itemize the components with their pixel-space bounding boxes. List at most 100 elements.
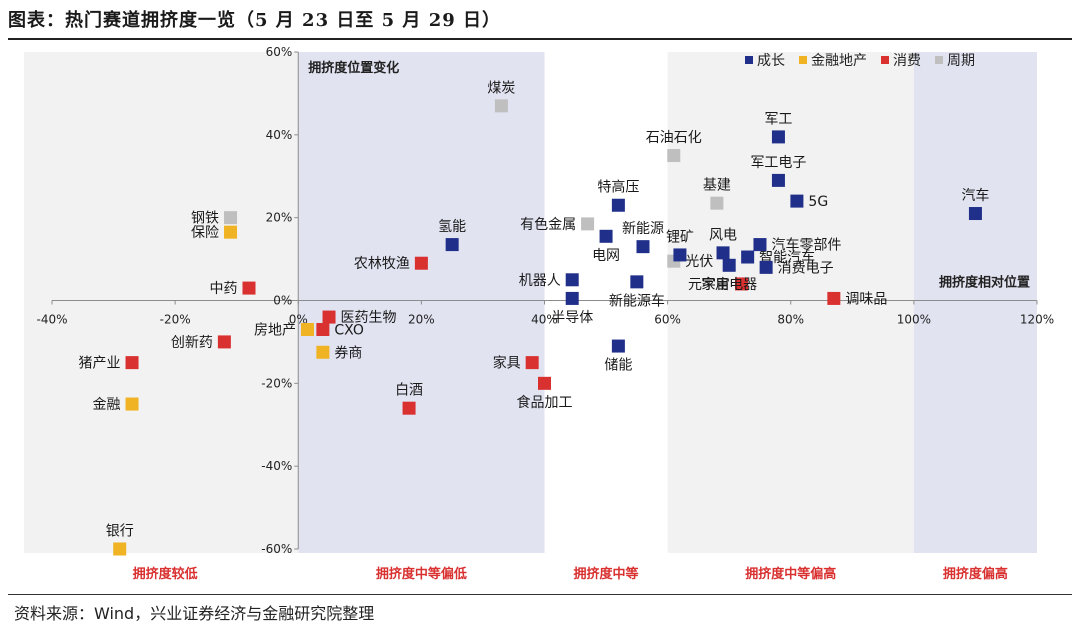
point-marker [741,250,755,264]
point-marker [968,207,982,221]
zone-label: 拥挤度偏高 [943,566,1008,582]
point-label: 中药 [210,281,238,297]
point-label: 氢能 [438,219,466,235]
point-label: 食品加工 [517,394,573,411]
point-label: 白酒 [395,383,423,399]
point-marker [538,376,551,390]
x-tick-label: -40% [36,313,67,327]
x-tick-label: 100% [897,313,931,327]
title-divider [8,38,1072,40]
y-tick-label: 0% [273,294,292,308]
point-marker [322,310,336,324]
point-label: 房地产 [254,322,296,338]
point-marker [716,246,730,260]
y-tick-label: 40% [266,128,293,142]
point-label: 有色金属 [520,216,576,233]
legend-label: 金融地产 [811,53,867,69]
point-marker [525,356,539,370]
legend-swatch [881,56,889,64]
point-marker [242,281,256,295]
footer-divider [8,594,1072,595]
point-marker [316,322,330,336]
point-label: 电网 [592,248,620,264]
axes: -40% -20% 0% 20% 40% 60% 80% 100% 120% -60% -40% -2… [36,45,1054,556]
point-label: 石油石化 [646,130,702,146]
point-marker [217,335,231,349]
point-marker [636,240,650,254]
legend-label: 成长 [757,53,785,69]
x-tick-label: 20% [408,313,435,327]
point-marker [565,291,579,305]
x-tick-label: -20% [160,313,191,327]
point-marker [125,356,139,370]
point-label: 创新药 [171,335,213,351]
point-label: 汽车 [961,187,989,204]
point-label: 储能 [604,358,632,374]
y-tick-label: -60% [261,542,292,556]
point-label: 智能汽车 [759,249,815,266]
point-marker [113,542,127,556]
zone-band-5 [913,52,1037,553]
point-label: 家具 [493,355,521,372]
legend-label: 周期 [947,53,975,69]
point-label: 汽车零部件 [771,237,841,254]
legend-swatch [935,56,943,64]
point-label: 风电 [709,227,737,243]
point-label: 光伏 [685,254,713,270]
point-marker [565,273,579,287]
x-tick-label: 60% [654,313,681,327]
point-label: 半导体 [551,310,593,326]
zone-label: 拥挤度较低 [133,566,198,582]
point-label: 消费电子 [778,260,834,276]
point-label: 5G [808,194,828,210]
point-marker [722,258,736,272]
y-axis-title: 拥挤度位置变化 [308,60,399,76]
point-label: 医药生物 [341,310,397,326]
point-label: 新能源 [622,221,664,237]
zone-band-1 [24,52,299,553]
zone-bands [24,52,1037,553]
point-marker [494,99,508,113]
point-label: 特高压 [597,179,639,196]
point-marker [827,291,841,305]
point-marker [667,149,681,163]
point-marker [759,260,773,274]
point-marker [735,277,748,291]
crowding-scatter-chart: -40% -20% 0% 20% 40% 60% 80% 100% 120% -60% -40% -2… [24,45,1054,582]
y-tick-label: 60% [266,45,293,59]
point-marker [125,397,139,411]
point-marker [581,217,595,231]
legend-swatch [799,56,807,64]
point-marker [771,173,785,187]
zone-label: 拥挤度中等偏高 [745,566,836,582]
point-marker [630,275,644,289]
point-label: 家用电器 [701,276,757,293]
point-marker [599,229,613,243]
point-marker [224,211,238,225]
point-label: 保险 [191,225,219,241]
y-tick-label: -40% [261,459,292,473]
point-label: 新能源车 [609,292,665,309]
point-marker [445,238,459,252]
point-marker [611,198,625,212]
point-label: 金融 [93,397,121,413]
point-marker [316,345,330,359]
source-note: 资料来源：Wind，兴业证券经济与金融研究院整理 [14,604,375,623]
point-label: 农林牧渔 [354,256,410,272]
zone-label: 拥挤度中等 [574,566,639,582]
point-label: 银行 [106,524,134,540]
y-tick-label: -20% [261,376,292,390]
point-marker [710,196,724,210]
point-marker [753,238,767,252]
point-marker [300,322,314,336]
x-tick-label: 120% [1020,313,1054,327]
x-tick-label: 80% [777,313,804,327]
point-marker [224,225,238,239]
point-label: 基建 [703,177,731,194]
y-tick-label: 20% [266,211,293,225]
point-label: 锂矿 [666,229,694,245]
point-marker [790,194,804,208]
point-label: 猪产业 [79,356,121,372]
zone-label: 拥挤度中等偏低 [376,566,467,582]
